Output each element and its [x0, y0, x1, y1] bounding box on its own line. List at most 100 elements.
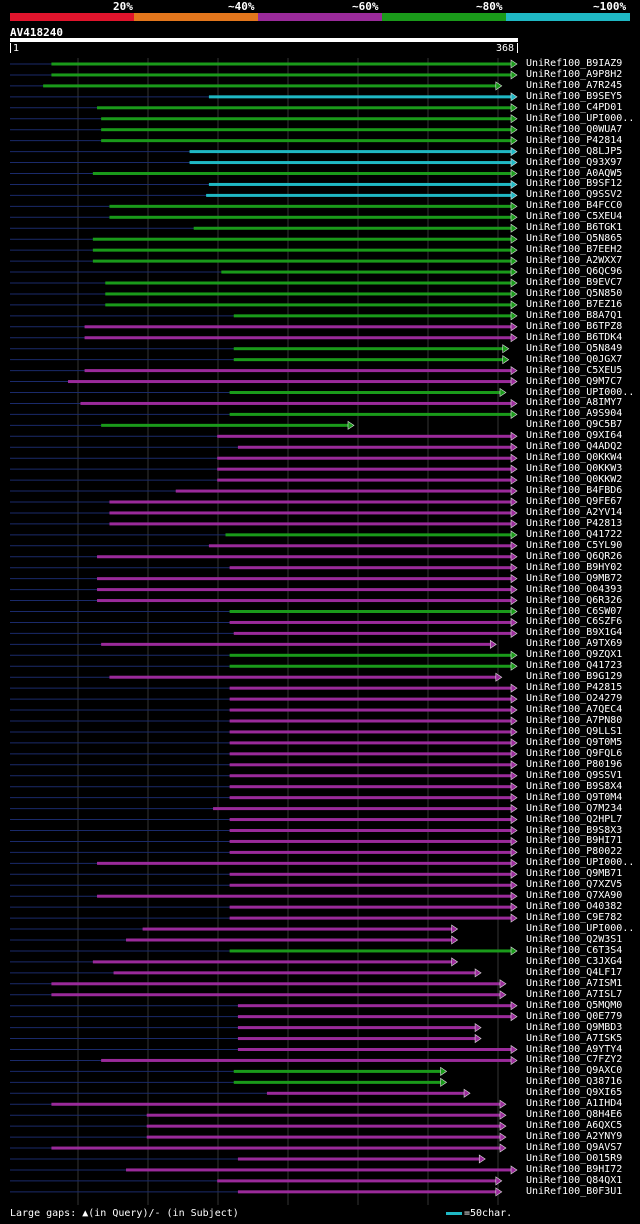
hit-name-label[interactable]: UniRef100_Q84QX1 [526, 1174, 623, 1186]
hit-bar[interactable] [229, 829, 512, 832]
hit-bar[interactable] [229, 708, 512, 712]
hit-bar[interactable] [97, 588, 511, 592]
hit-name-label[interactable]: UniRef100_Q9SSV1 [526, 769, 623, 781]
hit-name-label[interactable]: UniRef100_A7QEC4 [526, 704, 623, 716]
hit-name-label[interactable]: UniRef100_Q93X97 [526, 156, 623, 168]
hit-name-label[interactable]: UniRef100_Q4LF17 [526, 966, 623, 978]
hit-bar[interactable] [51, 62, 511, 66]
hit-name-label[interactable]: UniRef100_Q9MBD3 [526, 1021, 623, 1033]
hit-name-label[interactable]: UniRef100_C3JXG4 [526, 955, 623, 967]
hit-name-label[interactable]: UniRef100_O40382 [526, 901, 623, 913]
hit-name-label[interactable]: UniRef100_A9YTY4 [526, 1043, 623, 1055]
hit-bar[interactable] [229, 752, 512, 756]
hit-bar[interactable] [229, 664, 512, 668]
hit-bar[interactable] [208, 95, 511, 99]
hit-name-label[interactable]: UniRef100_C6SW07 [526, 605, 623, 617]
hit-name-label[interactable]: UniRef100_C6T3S4 [526, 944, 623, 956]
hit-bar[interactable] [237, 1026, 476, 1030]
hit-name-label[interactable]: UniRef100_C5XEU5 [526, 364, 623, 376]
hit-bar[interactable] [109, 215, 511, 219]
hit-name-label[interactable]: UniRef100_Q7XZV5 [526, 879, 623, 891]
hit-bar[interactable] [97, 599, 511, 603]
hit-name-label[interactable]: UniRef100_B9HI71 [526, 835, 623, 847]
hit-name-label[interactable]: UniRef100_Q6QR26 [526, 550, 623, 562]
hit-bar[interactable] [229, 818, 512, 822]
hit-bar[interactable] [233, 314, 511, 318]
hit-bar[interactable] [229, 653, 512, 657]
hit-name-label[interactable]: UniRef100_Q9M7C7 [526, 375, 623, 387]
hit-name-label[interactable]: UniRef100_Q0E779 [526, 1010, 623, 1022]
hit-name-label[interactable]: UniRef100_B4FCC0 [526, 200, 623, 212]
hit-bar[interactable] [229, 719, 512, 723]
hit-name-label[interactable]: UniRef100_C4PD01 [526, 101, 623, 113]
hit-bar[interactable] [237, 1037, 476, 1041]
hit-name-label[interactable]: UniRef100_Q41723 [526, 660, 623, 672]
hit-name-label[interactable]: UniRef100_Q0KKW3 [526, 463, 623, 475]
hit-name-label[interactable]: UniRef100_B9EVC7 [526, 277, 623, 288]
hit-bar[interactable] [229, 949, 512, 953]
hit-name-label[interactable]: UniRef100_P42813 [526, 517, 623, 529]
hit-bar[interactable] [221, 270, 512, 274]
hit-bar[interactable] [229, 883, 512, 887]
hit-name-label[interactable]: UniRef100_Q8H4E6 [526, 1109, 623, 1121]
hit-name-label[interactable]: UniRef100_Q5MQM0 [526, 999, 623, 1011]
hit-bar[interactable] [229, 839, 512, 843]
hit-name-label[interactable]: UniRef100_B0F3U1 [526, 1185, 623, 1197]
hit-name-label[interactable]: UniRef100_O04393 [526, 583, 623, 595]
hit-bar[interactable] [126, 1168, 512, 1172]
hit-bar[interactable] [109, 511, 511, 515]
hit-bar[interactable] [105, 303, 511, 307]
hit-bar[interactable] [51, 993, 500, 997]
hit-name-label[interactable]: UniRef100_A6QXC5 [526, 1120, 623, 1132]
hit-bar[interactable] [217, 467, 511, 471]
hit-name-label[interactable]: UniRef100_Q7M234 [526, 802, 623, 814]
hit-name-label[interactable]: UniRef100_B9G129 [526, 671, 623, 683]
hit-bar[interactable] [146, 1124, 500, 1128]
hit-name-label[interactable]: UniRef100_P42814 [526, 134, 623, 146]
hit-bar[interactable] [217, 456, 511, 460]
hit-bar[interactable] [84, 325, 511, 329]
hit-bar[interactable] [266, 1091, 465, 1095]
hit-bar[interactable] [84, 336, 511, 340]
hit-bar[interactable] [101, 423, 348, 427]
hit-bar[interactable] [105, 292, 511, 296]
hit-bar[interactable] [113, 971, 476, 975]
hit-name-label[interactable]: UniRef100_Q9T0M5 [526, 736, 623, 748]
hit-bar[interactable] [97, 106, 511, 110]
hit-name-label[interactable]: UniRef100_A9S904 [526, 408, 623, 420]
hit-bar[interactable] [84, 369, 511, 373]
hit-name-label[interactable]: UniRef100_Q2HPL7 [526, 813, 623, 825]
hit-bar[interactable] [109, 675, 496, 679]
hit-bar[interactable] [43, 84, 496, 88]
hit-name-label[interactable]: UniRef100_O24279 [526, 693, 623, 705]
hit-name-label[interactable]: UniRef100_B6TDK4 [526, 331, 623, 343]
hit-bar[interactable] [225, 533, 512, 537]
hit-name-label[interactable]: UniRef100_Q9XI64 [526, 430, 623, 442]
hit-name-label[interactable]: UniRef100_Q5N849 [526, 342, 623, 354]
hit-name-label[interactable]: UniRef100_A9P8H2 [526, 68, 623, 80]
hit-name-label[interactable]: UniRef100_B9SEY5 [526, 90, 623, 102]
hit-bar[interactable] [80, 401, 511, 405]
hit-bar[interactable] [101, 139, 511, 143]
hit-bar[interactable] [229, 796, 512, 800]
hit-bar[interactable] [175, 489, 512, 493]
hit-name-label[interactable]: UniRef100_Q9AXC0 [526, 1065, 623, 1077]
hit-bar[interactable] [51, 1102, 500, 1106]
hit-name-label[interactable]: UniRef100_A7ISK5 [526, 1032, 623, 1044]
hit-bar[interactable] [68, 380, 512, 384]
hit-name-label[interactable]: UniRef100_C7FZY2 [526, 1054, 623, 1066]
hit-bar[interactable] [97, 894, 511, 898]
hit-bar[interactable] [229, 785, 512, 789]
hit-name-label[interactable]: UniRef100_Q38716 [526, 1076, 623, 1088]
hit-name-label[interactable]: UniRef100_A8IMY7 [526, 397, 623, 409]
hit-name-label[interactable]: UniRef100_A9TX69 [526, 638, 623, 650]
hit-name-label[interactable]: UniRef100_A7ISL7 [526, 988, 623, 1000]
hit-bar[interactable] [233, 631, 511, 635]
hit-name-label[interactable]: UniRef100_UPI000.. [526, 857, 635, 869]
hit-name-label[interactable]: UniRef100_B9S8X4 [526, 780, 623, 792]
hit-name-label[interactable]: UniRef100_Q9AVS7 [526, 1142, 623, 1154]
hit-bar[interactable] [97, 577, 511, 581]
hit-name-label[interactable]: UniRef100_B8A7Q1 [526, 309, 623, 321]
hit-name-label[interactable]: UniRef100_P42815 [526, 682, 623, 694]
hit-name-label[interactable]: UniRef100_Q9T0M4 [526, 791, 623, 803]
